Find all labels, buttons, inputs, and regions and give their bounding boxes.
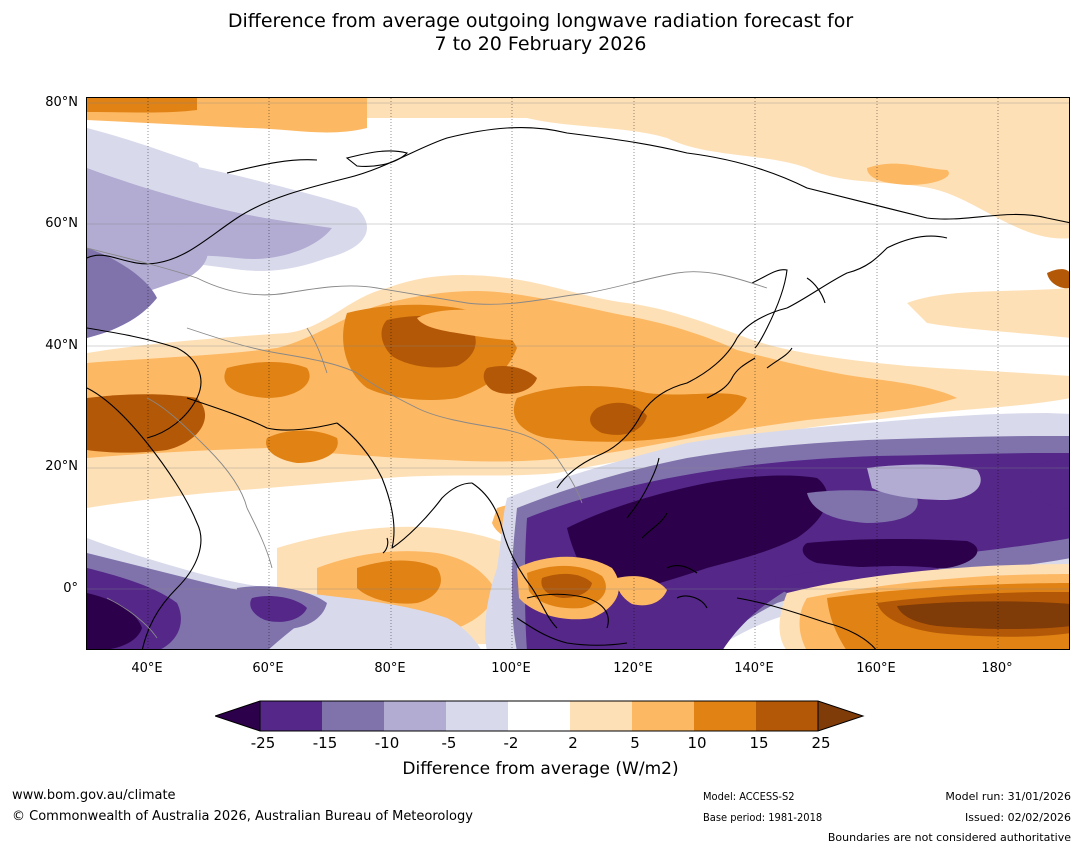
x-tick-label: 120°E	[613, 661, 653, 676]
chart-title: Difference from average outgoing longwav…	[0, 10, 1081, 56]
colorbar-bin-7	[632, 701, 694, 731]
x-tick-label: 60°E	[252, 661, 284, 676]
chart-title-line-1: Difference from average outgoing longwav…	[227, 10, 854, 32]
colorbar-bin-2	[322, 701, 384, 731]
anomaly-field	[87, 98, 1069, 649]
colorbar-bin-8	[694, 701, 756, 731]
base-period: Base period: 1981-2018	[703, 811, 823, 824]
website-link[interactable]: www.bom.gov.au/climate	[12, 788, 176, 803]
y-tick-label: 60°N	[45, 216, 78, 231]
colorbar-bin-6	[570, 701, 632, 731]
colorbar-tick-label: 2	[568, 734, 578, 752]
model-run-date: Model run: 31/01/2026	[945, 790, 1071, 803]
chart-title-line-2: 7 to 20 February 2026	[434, 33, 647, 55]
colorbar-tick-label: -5	[441, 734, 457, 752]
map-panel	[86, 97, 1070, 650]
x-tick-label: 140°E	[734, 661, 774, 676]
colorbar-tick-label: -25	[250, 734, 276, 752]
colorbar-bin-10	[818, 701, 863, 731]
y-tick-label: 0°	[63, 581, 78, 596]
colorbar-bin-0	[215, 701, 260, 731]
colorbar-tick-label: -2	[503, 734, 519, 752]
colorbar-bin-5	[508, 701, 570, 731]
colorbar-tick-label: 25	[811, 734, 831, 752]
x-tick-label: 180°	[981, 661, 1013, 676]
colorbar-tick-label: 5	[630, 734, 640, 752]
x-tick-label: 80°E	[374, 661, 406, 676]
colorbar-tick-label: -15	[312, 734, 338, 752]
x-tick-label: 100°E	[491, 661, 531, 676]
colorbar-label: Difference from average (W/m2)	[402, 759, 679, 779]
copyright-notice: © Commonwealth of Australia 2026, Austra…	[12, 809, 473, 824]
colorbar-tick-label: -10	[374, 734, 400, 752]
colorbar-outline	[215, 700, 865, 732]
colorbar-bin-4	[446, 701, 508, 731]
y-tick-label: 80°N	[45, 95, 78, 110]
colorbar-tick-label: 15	[749, 734, 769, 752]
graticule	[147, 98, 999, 649]
colorbar-bin-3	[384, 701, 446, 731]
y-tick-label: 20°N	[45, 459, 78, 474]
y-tick-label: 40°N	[45, 338, 78, 353]
x-tick-label: 160°E	[856, 661, 896, 676]
anomaly-map	[87, 98, 1069, 649]
boundaries-disclaimer: Boundaries are not considered authoritat…	[827, 831, 1071, 844]
colorbar-bin-9	[756, 701, 818, 731]
colorbar-bin-1	[260, 701, 322, 731]
colorbar-tick-label: 10	[687, 734, 707, 752]
x-tick-label: 40°E	[131, 661, 163, 676]
model-name: Model: ACCESS-S2	[703, 790, 795, 803]
country-borders	[87, 247, 768, 639]
colorbar	[215, 700, 865, 732]
coastlines	[87, 127, 1069, 649]
issued-date: Issued: 02/02/2026	[964, 811, 1071, 824]
